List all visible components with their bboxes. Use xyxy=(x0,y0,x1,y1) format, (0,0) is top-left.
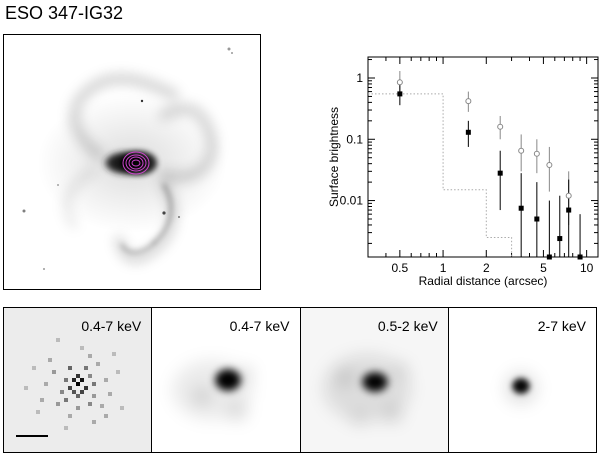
xray-count-pixel xyxy=(96,362,100,366)
xray-count-pixel xyxy=(68,414,72,418)
xray-count-pixel xyxy=(108,392,112,396)
xray-count-pixel xyxy=(76,382,80,386)
smoothed-hard-band-image xyxy=(448,308,596,452)
x-axis-label: Radial distance (arcsec) xyxy=(419,274,548,288)
xray-count-pixel xyxy=(52,370,56,374)
panel-binned-broadband: 0.4-7 keV xyxy=(4,308,153,452)
open-circle-point xyxy=(497,123,504,130)
y-tick-label: 0.1 xyxy=(346,132,363,146)
y-axis-label: Surface brightness xyxy=(327,107,341,207)
figure-title: ESO 347-IG32 xyxy=(5,3,124,23)
x-tick-label: 5 xyxy=(540,261,547,275)
open-circle-point xyxy=(396,79,403,86)
filled-square-point xyxy=(546,254,552,260)
xray-count-pixel xyxy=(80,390,84,394)
galaxy-optical-image xyxy=(22,47,233,270)
xray-count-pixel xyxy=(36,410,40,414)
xray-count-pixel xyxy=(56,402,60,406)
xray-image-panels: 0.4-7 keV 0.4-7 keV xyxy=(3,307,597,453)
xray-count-pixel xyxy=(76,406,80,410)
xray-count-pixel xyxy=(84,366,88,370)
smoothed-soft-band-image xyxy=(300,308,448,452)
open-circle-point xyxy=(518,147,525,154)
xray-count-pixel xyxy=(40,398,44,402)
filled-square-point xyxy=(518,205,524,211)
open-circle-point xyxy=(546,162,553,169)
xray-count-pixel xyxy=(84,386,88,390)
xray-count-pixel xyxy=(76,374,80,378)
xray-count-pixel xyxy=(92,382,96,386)
xray-count-pixel xyxy=(72,390,76,394)
xray-count-pixel xyxy=(56,338,60,342)
filled-square-point xyxy=(397,91,403,97)
xray-count-pixel xyxy=(68,386,72,390)
xray-count-pixel xyxy=(72,378,76,382)
xray-count-pixel xyxy=(92,394,96,398)
filled-square-point xyxy=(534,216,540,222)
xray-count-pixel xyxy=(92,420,96,424)
x-tick-label: 1 xyxy=(440,261,447,275)
xray-count-pixel xyxy=(88,402,92,406)
panel-energy-label: 0.5-2 keV xyxy=(377,318,438,334)
x-tick-label: 10 xyxy=(580,261,594,275)
xray-count-pixel xyxy=(104,378,108,382)
y-tick-label: 0.01 xyxy=(340,194,364,208)
xray-count-pixel xyxy=(80,346,84,350)
xray-count-pixel xyxy=(112,352,116,356)
xray-count-pixel xyxy=(60,390,64,394)
smoothed-broadband-image xyxy=(152,308,300,452)
x-tick-label: 2 xyxy=(483,261,490,275)
filled-square-point xyxy=(465,129,471,135)
x-tick-label: 0.5 xyxy=(392,261,409,275)
surface-brightness-plot: 0.5 1 2 5 10 0.01 0.1 1 Radial distance (arcse… xyxy=(327,56,599,288)
xray-count-pixel xyxy=(48,358,52,362)
xray-count-pixel xyxy=(64,378,68,382)
xray-count-pixel xyxy=(32,366,36,370)
plot-frame xyxy=(367,56,599,258)
filled-square-point xyxy=(577,254,583,260)
panel-energy-label: 2-7 keV xyxy=(537,318,586,334)
xray-count-pixel xyxy=(88,374,92,378)
xray-count-pixel xyxy=(88,354,92,358)
galaxy-image xyxy=(3,34,261,290)
xray-count-pixel xyxy=(64,426,68,430)
xray-count-pixel xyxy=(104,414,108,418)
xray-count-pixel xyxy=(76,394,80,398)
binned-xray-image xyxy=(4,308,152,452)
xray-count-pixel xyxy=(24,386,28,390)
open-circle-point xyxy=(565,192,572,199)
xray-count-pixel xyxy=(64,398,68,402)
panel-smooth-soft: 0.5-2 keV xyxy=(300,308,449,452)
xray-count-pixel xyxy=(100,404,104,408)
xray-count-pixel xyxy=(44,382,48,386)
surface-brightness-chart: 0.5 1 2 5 10 0.01 0.1 1 Radial distance (arcse… xyxy=(318,52,600,298)
panel-energy-label: 0.4-7 keV xyxy=(81,318,142,334)
filled-square-point xyxy=(557,236,563,242)
y-tick-label: 1 xyxy=(356,71,363,85)
open-circle-point xyxy=(465,98,472,105)
panel-smooth-hard: 2-7 keV xyxy=(448,308,596,452)
psf-step-line xyxy=(368,93,513,257)
xray-count-pixel xyxy=(68,366,72,370)
panel-smooth-broadband: 0.4-7 keV xyxy=(152,308,301,452)
filled-square-point xyxy=(566,207,572,213)
open-circle-point xyxy=(533,150,540,157)
filled-square-point xyxy=(497,170,503,176)
xray-count-pixel xyxy=(116,370,120,374)
panel-energy-label: 0.4-7 keV xyxy=(229,318,290,334)
xray-count-pixel xyxy=(80,378,84,382)
xray-count-pixel xyxy=(120,406,124,410)
